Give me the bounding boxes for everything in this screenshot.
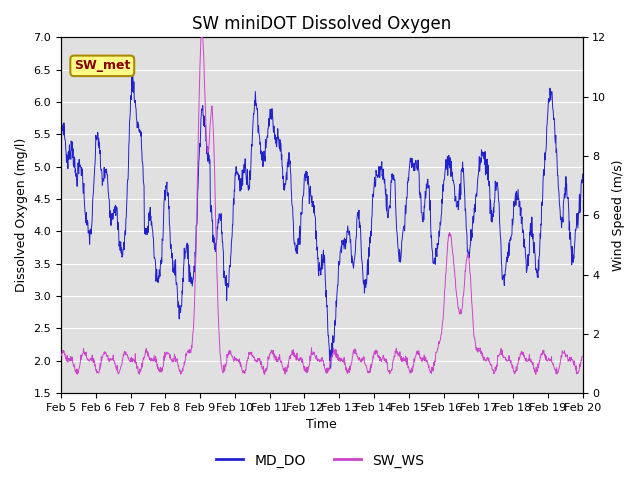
Y-axis label: Dissolved Oxygen (mg/l): Dissolved Oxygen (mg/l) [15,138,28,292]
Y-axis label: Wind Speed (m/s): Wind Speed (m/s) [612,159,625,271]
X-axis label: Time: Time [307,419,337,432]
Text: SW_met: SW_met [74,60,131,72]
Title: SW miniDOT Dissolved Oxygen: SW miniDOT Dissolved Oxygen [192,15,451,33]
Legend: MD_DO, SW_WS: MD_DO, SW_WS [210,448,430,473]
